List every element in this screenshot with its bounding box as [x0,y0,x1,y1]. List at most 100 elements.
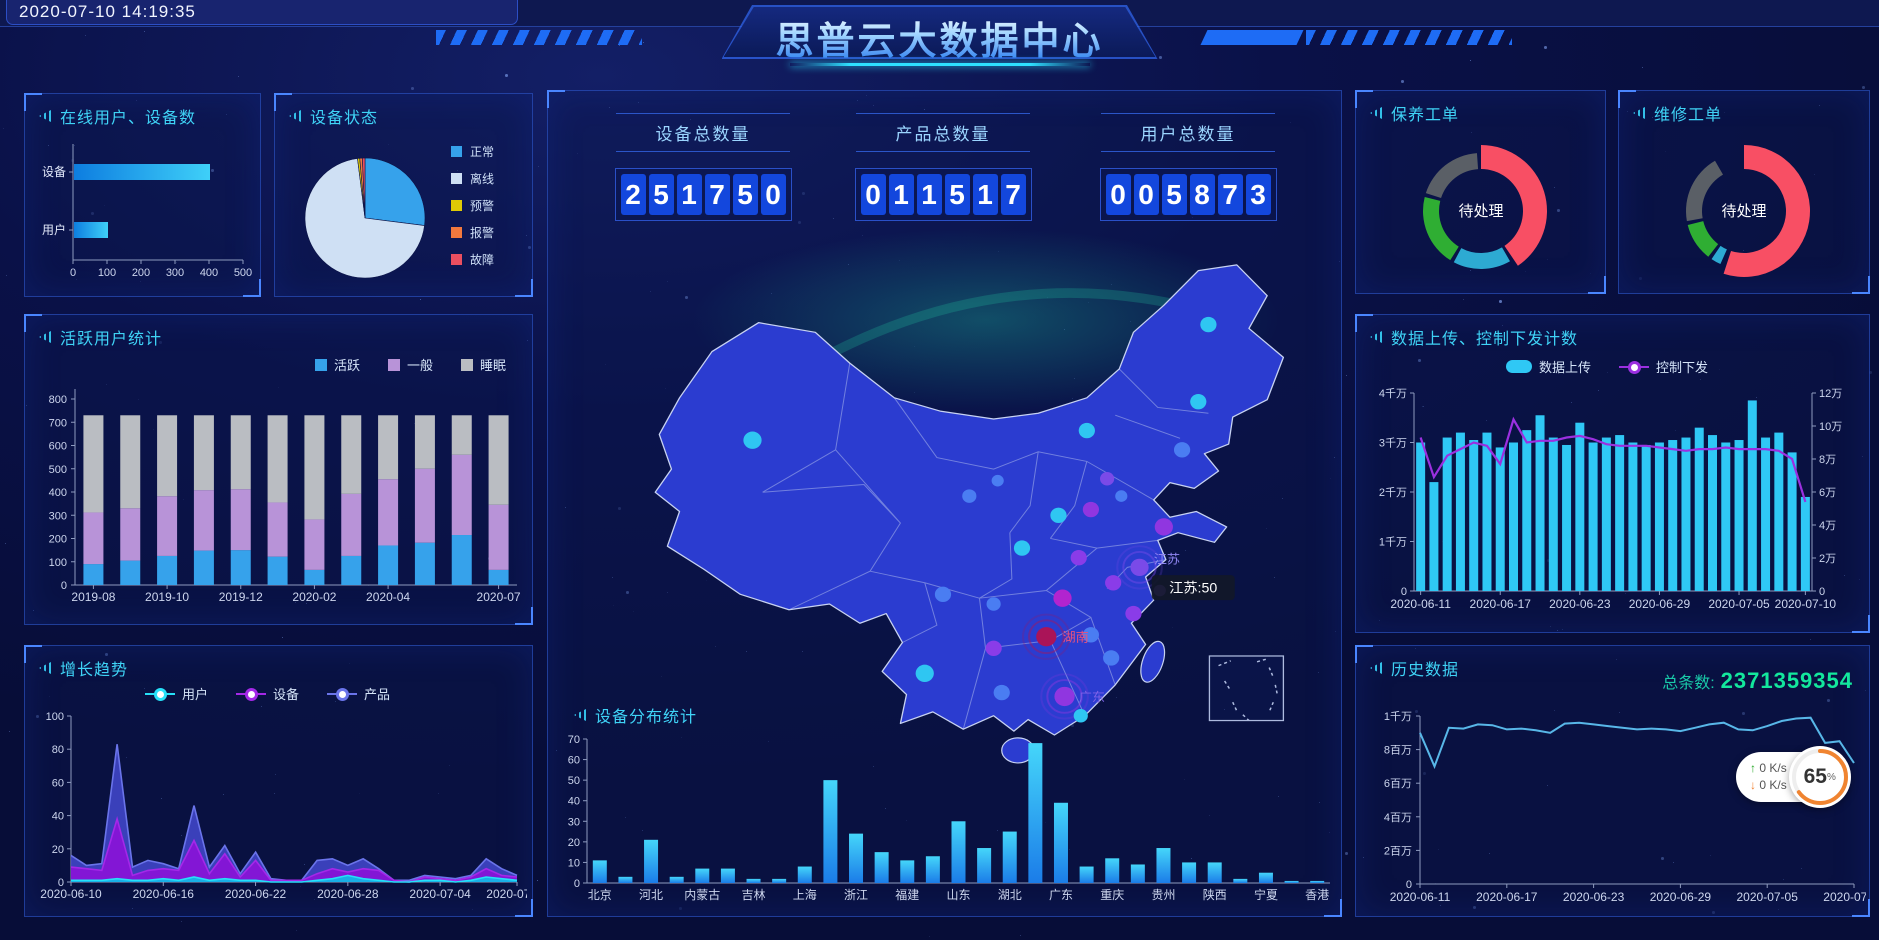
donut-segment[interactable] [1687,221,1719,257]
dist-bar-江苏[interactable] [823,780,838,883]
stack-seg-活跃[interactable] [488,569,509,585]
map-point[interactable] [743,431,762,449]
map-point[interactable] [1078,422,1095,439]
stack-seg-睡眠[interactable] [488,415,509,505]
dist-bar-江西[interactable] [925,856,940,883]
upload-bar[interactable] [1681,437,1691,591]
stack-seg-睡眠[interactable] [304,415,325,520]
map-point[interactable] [1105,575,1122,591]
upload-bar[interactable] [1509,442,1518,592]
upload-bar[interactable] [1495,447,1505,591]
upload-bar[interactable] [1455,432,1465,591]
dist-bar-重庆[interactable] [1105,858,1120,883]
dist-bar-浙江[interactable] [849,833,864,883]
map-point[interactable] [1082,501,1099,518]
map-point[interactable] [1070,550,1087,566]
map-point[interactable] [1103,650,1120,666]
stack-seg-睡眠[interactable] [414,415,435,469]
stack-seg-一般[interactable] [451,454,472,536]
dist-bar-辽宁[interactable] [720,868,735,883]
dist-bar-广东[interactable] [1053,802,1068,883]
dist-bar-河北[interactable] [644,839,659,883]
map-point[interactable] [985,640,1002,656]
legend-label[interactable]: 故障 [470,252,494,267]
map-point[interactable] [1125,605,1142,622]
stack-seg-一般[interactable] [488,504,509,570]
legend-swatch[interactable] [451,200,462,211]
dist-bar-山西[interactable] [669,876,684,883]
legend-swatch[interactable] [451,254,462,265]
donut-segment[interactable] [1425,153,1479,199]
pie-slice-离线[interactable] [304,158,425,279]
stack-seg-睡眠[interactable] [83,415,104,513]
dist-bar-安徽[interactable] [874,852,889,883]
dist-bar-四川[interactable] [1130,864,1145,883]
stack-seg-活跃[interactable] [378,545,399,585]
donut-segment[interactable] [1686,160,1723,222]
map-point[interactable] [1050,507,1067,524]
dist-bar-陕西[interactable] [1207,862,1222,883]
map-point[interactable] [1130,558,1149,577]
stack-seg-活跃[interactable] [304,569,325,585]
upload-bar[interactable] [1535,415,1545,591]
map-point[interactable] [1115,490,1128,502]
map-point[interactable] [1036,627,1057,647]
dist-bar-新疆[interactable] [1284,880,1299,883]
stack-seg-一般[interactable] [304,519,325,570]
dist-bar-福建[interactable] [900,860,915,883]
stack-seg-睡眠[interactable] [341,415,362,494]
stack-seg-睡眠[interactable] [193,415,214,491]
network-speed-widget[interactable]: ↑ 0 K/s ↓ 0 K/s 65% [1736,746,1851,808]
map-point[interactable] [915,664,934,682]
dist-bar-天津[interactable] [618,876,633,883]
upload-bar[interactable] [1787,452,1797,591]
map-point[interactable] [1082,627,1099,643]
dist-bar-内蒙古[interactable] [695,868,710,883]
legend-item[interactable]: 用户 [145,684,208,703]
stack-seg-活跃[interactable] [267,556,288,585]
upload-bar[interactable] [1774,432,1784,591]
stack-seg-睡眠[interactable] [120,415,141,509]
stack-seg-一般[interactable] [157,496,178,556]
stack-seg-活跃[interactable] [341,555,362,585]
donut-segment[interactable] [1481,145,1547,266]
stack-seg-一般[interactable] [378,479,399,546]
upload-bar[interactable] [1416,442,1426,592]
legend-item[interactable]: 设备 [236,684,299,703]
stack-seg-睡眠[interactable] [267,415,288,503]
legend-swatch[interactable] [451,173,462,184]
upload-bar[interactable] [1628,442,1638,592]
hbar-设备[interactable] [74,164,210,180]
map-point[interactable] [1053,589,1072,607]
stack-seg-活跃[interactable] [451,535,472,585]
stack-seg-睡眠[interactable] [451,415,472,455]
upload-bar[interactable] [1761,437,1771,591]
dist-bar-云南[interactable] [1182,862,1197,883]
upload-bar[interactable] [1708,435,1717,591]
donut-segment[interactable] [1453,247,1510,269]
map-point[interactable] [1054,686,1075,707]
dist-bar-吉林[interactable] [746,878,761,883]
upload-bar[interactable] [1694,427,1704,591]
upload-bar[interactable] [1721,442,1731,592]
stack-seg-活跃[interactable] [414,542,435,585]
upload-bar[interactable] [1641,444,1651,591]
dist-bar-上海[interactable] [797,866,812,883]
dist-bar-广西[interactable] [1079,866,1094,883]
upload-bar[interactable] [1548,437,1558,591]
dist-bar-湖南[interactable] [1028,743,1043,883]
map-point[interactable] [934,586,952,603]
hbar-用户[interactable] [74,222,108,238]
stack-seg-一般[interactable] [341,493,362,556]
legend-item[interactable]: 一般 [387,355,433,374]
stack-seg-一般[interactable] [83,512,104,565]
stack-seg-睡眠[interactable] [378,415,399,480]
stack-seg-活跃[interactable] [157,555,178,585]
legend-label[interactable]: 报警 [470,225,494,240]
dist-bar-甘肃[interactable] [1233,878,1248,883]
legend-item[interactable]: 睡眠 [460,355,506,374]
upload-bar[interactable] [1747,400,1757,591]
upload-bar[interactable] [1522,430,1532,591]
stack-seg-一般[interactable] [230,489,251,551]
donut-segment[interactable] [1711,245,1727,264]
